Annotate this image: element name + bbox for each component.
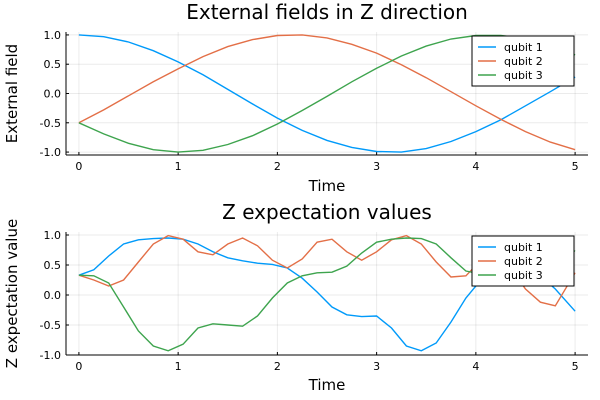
x-tick-label: 4 [472, 360, 479, 373]
x-tick-label: 2 [274, 160, 281, 173]
chart-external-fields: 0 1 2 3 4 5 -1.0 -0.5 0.0 0.5 1.0 External fields i… [3, 0, 588, 195]
y-axis-label: External field [3, 44, 21, 143]
x-tick-label: 0 [75, 160, 82, 173]
y-tick-label: -1.0 [40, 146, 61, 159]
x-tick-label: 1 [175, 360, 182, 373]
series-line-qubit-2 [78, 34, 576, 151]
y-tick-label: -0.5 [40, 117, 61, 130]
y-tick-label: 0.5 [44, 58, 62, 71]
y-axis-label: Z expectation value [3, 219, 21, 368]
chart-z-expectation: 0 1 2 3 4 5 -1.0 -0.5 0.0 0.5 1.0 Z expectation val… [3, 200, 588, 394]
y-tick-label: 0.5 [44, 259, 62, 272]
legend-label-qubit-2: qubit 2 [504, 55, 543, 68]
series-line-qubit-1 [78, 34, 576, 153]
legend-label-qubit-2: qubit 2 [504, 255, 543, 268]
x-tick-label: 3 [373, 160, 380, 173]
chart-title: Z expectation values [222, 200, 432, 224]
y-tick-label: 1.0 [44, 229, 62, 242]
y-tick-label: -1.0 [40, 349, 61, 362]
y-tick-label: 1.0 [44, 29, 62, 42]
x-tick-label: 1 [175, 160, 182, 173]
x-tick-label: 5 [572, 160, 579, 173]
legend-label-qubit-1: qubit 1 [504, 241, 543, 254]
x-axis-label: Time [308, 376, 346, 394]
x-tick-label: 3 [373, 360, 380, 373]
x-tick-label: 4 [472, 160, 479, 173]
x-tick-label: 5 [572, 360, 579, 373]
legend-label-qubit-3: qubit 3 [504, 269, 543, 282]
y-tick-label: 0.0 [44, 289, 62, 302]
x-tick-label: 0 [75, 360, 82, 373]
legend-label-qubit-1: qubit 1 [504, 41, 543, 54]
chart-title: External fields in Z direction [186, 0, 468, 24]
y-tick-label: -0.5 [40, 319, 61, 332]
y-tick-label: 0.0 [44, 88, 62, 101]
x-tick-label: 2 [274, 360, 281, 373]
x-axis-label: Time [308, 177, 346, 195]
legend-label-qubit-3: qubit 3 [504, 69, 543, 82]
